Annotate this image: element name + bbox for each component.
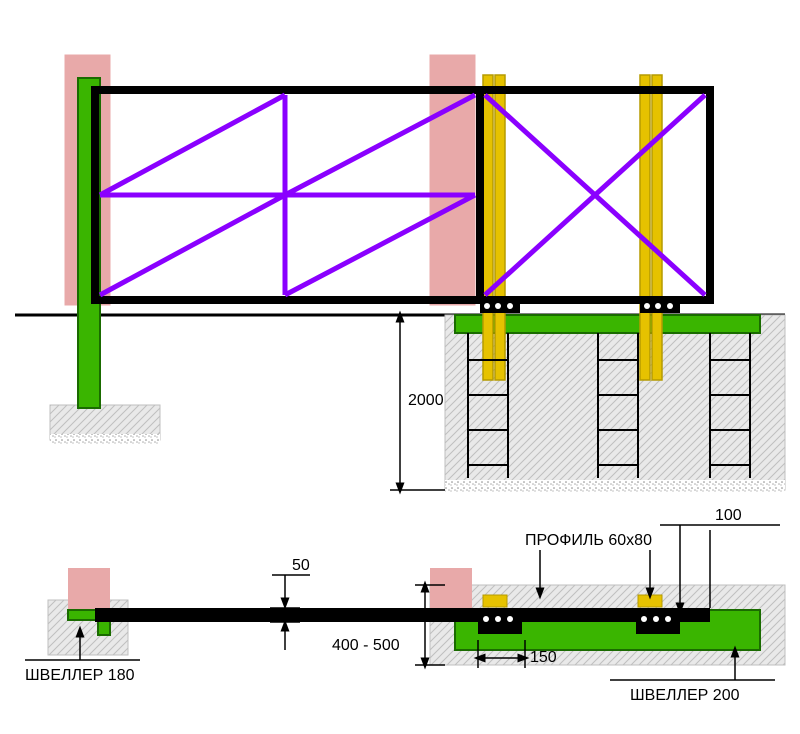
ch-left-label: ШВЕЛЛЕР 180 [25, 667, 135, 684]
plan-view [48, 568, 785, 665]
dim-depth-label: 2000 [408, 392, 444, 409]
roller-b [640, 301, 680, 313]
roller-a [480, 301, 520, 313]
foundation-gravel [445, 480, 785, 492]
ch-right-label: ШВЕЛЛЕР 200 [630, 687, 740, 704]
brace-main [100, 95, 475, 295]
yellow-post-a [483, 75, 493, 380]
left-small-gravel [50, 434, 160, 444]
dim-foot-label: 400 - 500 [332, 637, 400, 654]
dim-100-label: 100 [715, 507, 742, 524]
yellow-post-b [495, 75, 505, 380]
yellow-post-d [652, 75, 662, 380]
dim-150-label: 150 [530, 649, 557, 666]
profile-label: ПРОФИЛЬ 60x80 [525, 532, 652, 549]
yellow-post-c [640, 75, 650, 380]
dim-50-label: 50 [292, 557, 310, 574]
brace-counter [485, 95, 705, 295]
